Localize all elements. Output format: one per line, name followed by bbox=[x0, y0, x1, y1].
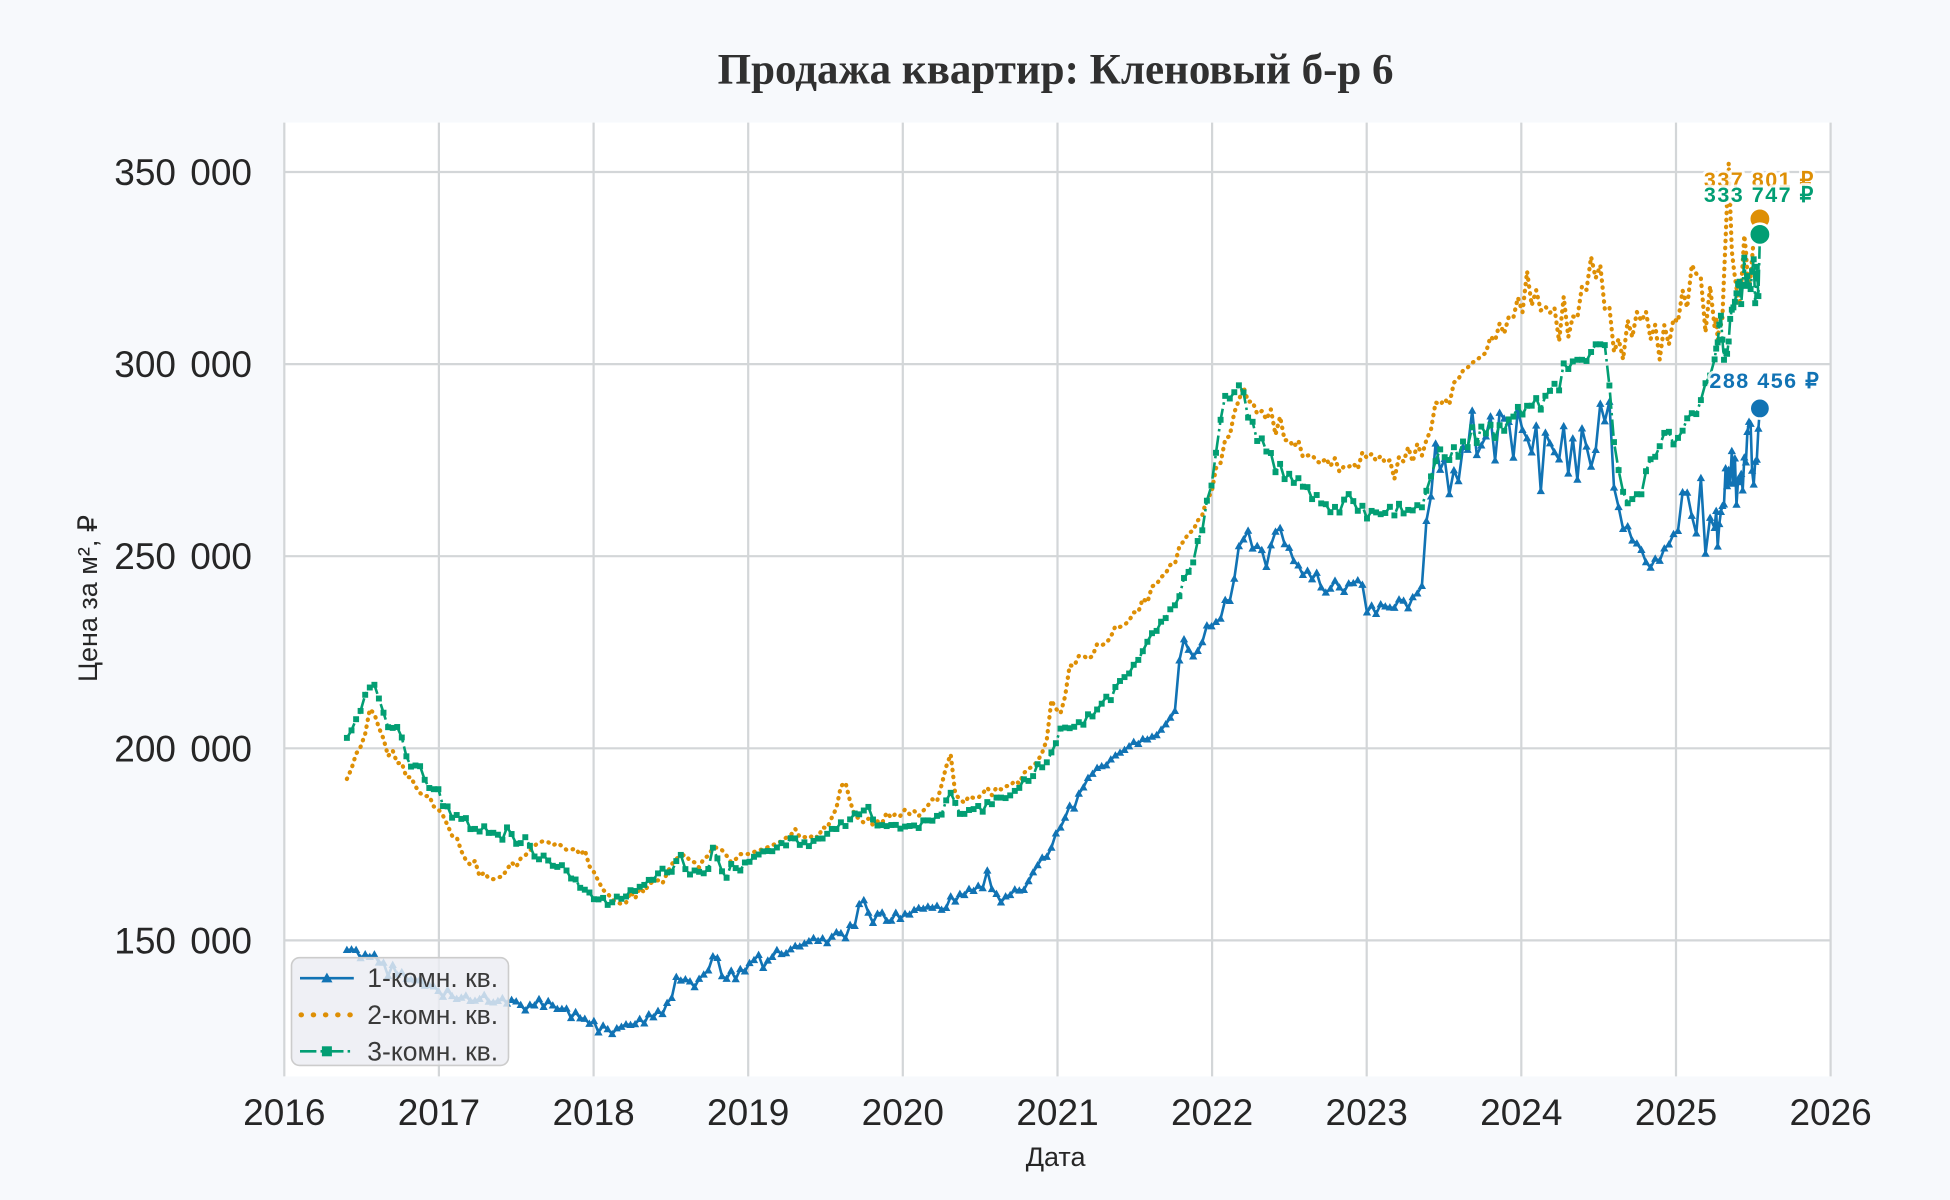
svg-text:2025: 2025 bbox=[1635, 1092, 1717, 1133]
svg-text:150 000: 150 000 bbox=[114, 920, 252, 961]
svg-text:2024: 2024 bbox=[1480, 1092, 1562, 1133]
svg-text:2019: 2019 bbox=[707, 1092, 789, 1133]
svg-text:1-комн. кв.: 1-комн. кв. bbox=[367, 963, 498, 993]
svg-text:Цена за м², ₽: Цена за м², ₽ bbox=[73, 515, 103, 682]
svg-text:288 456 ₽: 288 456 ₽ bbox=[1709, 369, 1820, 393]
svg-text:350 000: 350 000 bbox=[114, 152, 252, 193]
svg-text:Продажа квартир: Кленовый б-р: Продажа квартир: Кленовый б-р 6 bbox=[718, 47, 1394, 94]
svg-text:2026: 2026 bbox=[1789, 1092, 1871, 1133]
svg-text:2021: 2021 bbox=[1016, 1092, 1098, 1133]
svg-text:Дата: Дата bbox=[1026, 1142, 1087, 1172]
svg-text:250 000: 250 000 bbox=[114, 536, 252, 577]
svg-text:200 000: 200 000 bbox=[114, 728, 252, 769]
svg-text:2020: 2020 bbox=[862, 1092, 944, 1133]
svg-text:333 747 ₽: 333 747 ₽ bbox=[1704, 183, 1815, 207]
svg-text:2016: 2016 bbox=[243, 1092, 325, 1133]
svg-text:2-комн. кв.: 2-комн. кв. bbox=[367, 1000, 498, 1030]
svg-text:3-комн. кв.: 3-комн. кв. bbox=[367, 1036, 498, 1066]
svg-text:2023: 2023 bbox=[1326, 1092, 1408, 1133]
svg-text:2017: 2017 bbox=[398, 1092, 480, 1133]
svg-text:300 000: 300 000 bbox=[114, 344, 252, 385]
svg-text:337 801 ₽: 337 801 ₽ bbox=[1704, 168, 1815, 192]
svg-text:2022: 2022 bbox=[1171, 1092, 1253, 1133]
svg-text:2018: 2018 bbox=[552, 1092, 634, 1133]
